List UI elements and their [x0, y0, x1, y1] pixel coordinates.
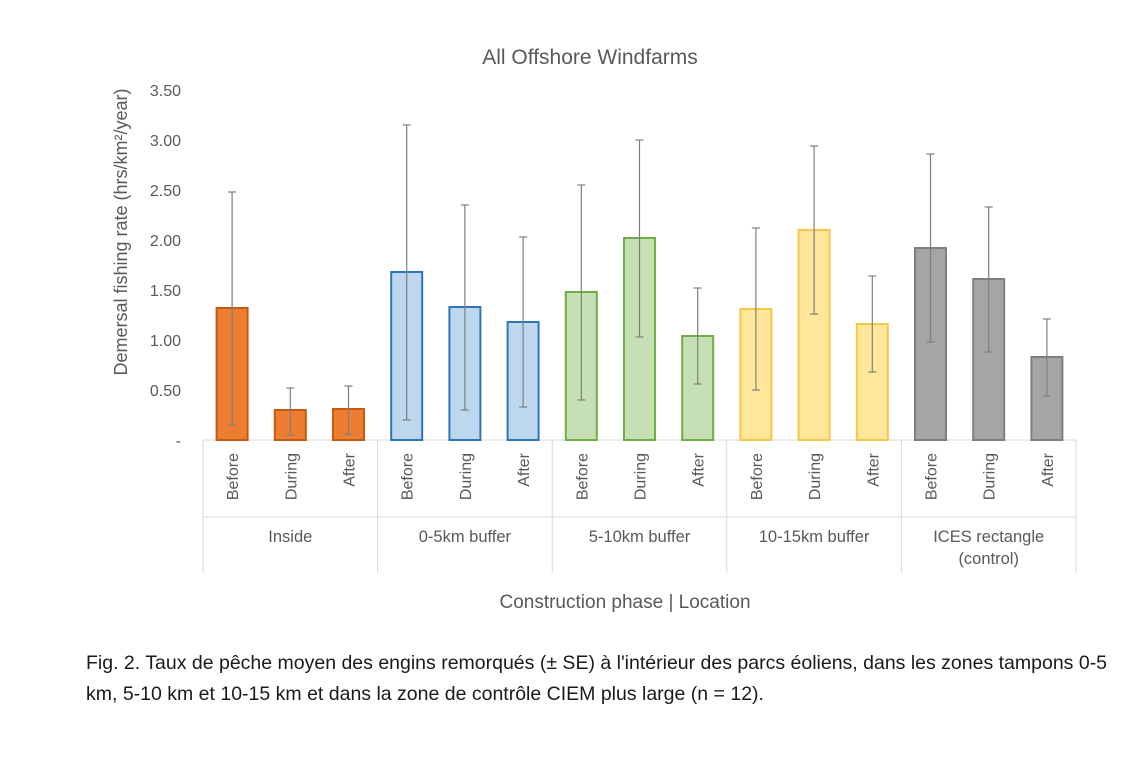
y-tick-label: 1.50	[150, 283, 181, 300]
y-tick-label: 3.50	[150, 83, 181, 100]
y-tick-label: 1.00	[150, 333, 181, 350]
x-tick-label-after: After	[1040, 452, 1057, 486]
figure-caption: Fig. 2. Taux de pêche moyen des engins r…	[86, 652, 1108, 705]
x-tick-label-during: During	[633, 453, 650, 500]
x-tick-label-during: During	[982, 453, 999, 500]
group-label: 0-5km buffer	[419, 528, 512, 546]
x-tick-label-before: Before	[400, 453, 417, 500]
x-axis-title: Construction phase | Location	[499, 592, 750, 613]
x-tick-label-after: After	[516, 452, 533, 486]
x-tick-label-before: Before	[749, 453, 766, 500]
y-tick-label: 2.00	[150, 233, 181, 250]
group-label: ICES rectangle	[933, 528, 1044, 546]
y-tick-label: -	[176, 433, 181, 450]
x-tick-label-during: During	[283, 453, 300, 500]
x-tick-label-before: Before	[225, 453, 242, 500]
x-tick-label-before: Before	[574, 453, 591, 500]
x-tick-label-before: Before	[924, 453, 941, 500]
x-tick-label-after: After	[691, 452, 708, 486]
group-label: 10-15km buffer	[759, 528, 870, 546]
x-tick-label-during: During	[458, 453, 475, 500]
x-tick-label-after: After	[865, 452, 882, 486]
group-label: Inside	[268, 528, 312, 546]
group-label: 5-10km buffer	[589, 528, 691, 546]
x-tick-label-during: During	[807, 453, 824, 500]
group-label: (control)	[958, 550, 1019, 568]
y-axis-title: Demersal fishing rate (hrs/km²/year)	[111, 88, 131, 375]
y-tick-label: 3.00	[150, 133, 181, 150]
y-tick-label: 2.50	[150, 183, 181, 200]
x-tick-label-after: After	[342, 452, 359, 486]
y-tick-label: 0.50	[150, 383, 181, 400]
chart-title: All Offshore Windfarms	[482, 46, 698, 69]
